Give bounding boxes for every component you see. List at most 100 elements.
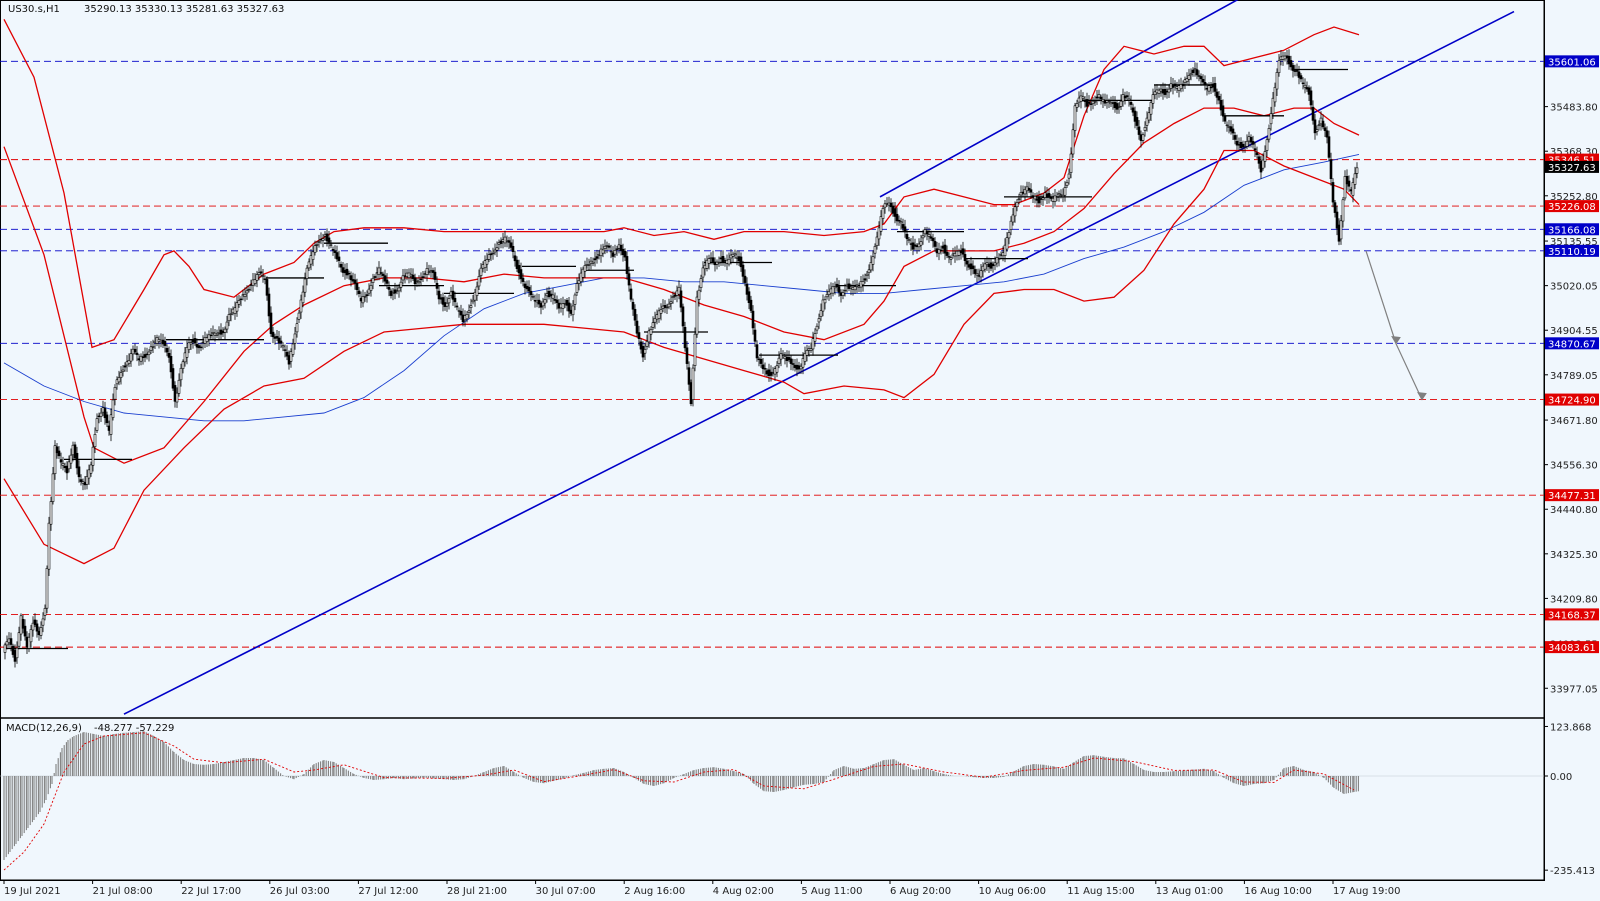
candle-body xyxy=(1137,126,1141,135)
price-tick-label: 34904.55 xyxy=(1550,326,1598,337)
candle-body xyxy=(695,296,699,335)
candle-body xyxy=(417,281,421,284)
time-tick-label: 28 Jul 21:00 xyxy=(447,886,507,897)
candle-body xyxy=(817,318,821,323)
candle-body xyxy=(133,348,137,353)
candle-body xyxy=(815,325,819,331)
candle-body xyxy=(1189,73,1193,76)
candle-body xyxy=(853,286,857,291)
level-label-box xyxy=(1545,337,1599,350)
candle-body xyxy=(651,322,655,328)
candle-body xyxy=(43,608,47,616)
candle-body xyxy=(1113,101,1117,109)
candle-body xyxy=(3,644,7,653)
candle-body xyxy=(1231,128,1235,134)
candle-body xyxy=(1061,195,1065,197)
candle-body xyxy=(749,299,753,311)
candle-body xyxy=(303,278,307,293)
candle-body xyxy=(259,271,263,274)
candle-body xyxy=(453,297,457,303)
candle-body xyxy=(33,619,37,626)
candle-body xyxy=(119,372,123,378)
candle-body xyxy=(355,283,359,290)
candle-body xyxy=(161,339,165,345)
candle-body xyxy=(1029,189,1033,193)
candle-body xyxy=(101,407,105,413)
candle-body xyxy=(601,249,605,254)
candle-body xyxy=(231,308,235,314)
candle-body xyxy=(811,338,815,350)
candle-body xyxy=(1145,117,1149,126)
candle-body xyxy=(747,291,751,304)
candle-body xyxy=(867,269,871,274)
level-label-box xyxy=(1545,244,1599,257)
candle-body xyxy=(459,310,463,316)
candle-body xyxy=(943,244,947,254)
candle-body xyxy=(1207,85,1211,92)
candle-body xyxy=(581,268,585,278)
candle-body xyxy=(1181,83,1185,87)
candle-body xyxy=(865,273,869,276)
chart-frame xyxy=(0,0,1545,881)
candle-body xyxy=(1229,126,1233,132)
candle-body xyxy=(1347,180,1351,187)
candle-body xyxy=(1173,83,1177,87)
candle-body xyxy=(1005,237,1009,250)
candle-body xyxy=(247,288,251,291)
candle-body xyxy=(799,365,803,370)
candle-body xyxy=(789,358,793,364)
candle-body xyxy=(135,352,139,355)
candle-body xyxy=(57,450,61,457)
candle-body xyxy=(379,272,383,274)
candle-body xyxy=(1091,100,1095,104)
candle-body xyxy=(657,310,661,319)
candle-body xyxy=(1205,87,1209,90)
candle-body xyxy=(823,299,827,304)
candle-body xyxy=(893,208,897,217)
candle-body xyxy=(1041,197,1045,200)
candle-body xyxy=(1019,192,1023,196)
candle-body xyxy=(1035,198,1039,201)
candle-body xyxy=(769,371,773,376)
candle-body xyxy=(1003,244,1007,256)
candle-body xyxy=(17,632,21,647)
candle-body xyxy=(1065,182,1069,186)
candle-body xyxy=(305,267,309,279)
candle-body xyxy=(907,239,911,241)
candle-body xyxy=(1067,173,1071,179)
candle-body xyxy=(115,379,119,385)
candle-body xyxy=(919,241,923,246)
candle-body xyxy=(521,277,525,282)
candle-body xyxy=(993,262,997,266)
candle-body xyxy=(1289,60,1293,68)
price-tick-label: 34440.80 xyxy=(1550,505,1598,516)
candle-body xyxy=(863,278,867,281)
candle-body xyxy=(659,309,663,314)
candle-body xyxy=(507,240,511,243)
candle-body xyxy=(1339,220,1343,240)
candle-body xyxy=(611,252,615,257)
candle-body xyxy=(153,340,157,344)
candle-body xyxy=(1225,124,1229,127)
candle-body xyxy=(843,289,847,292)
candle-body xyxy=(687,367,691,385)
candle-body xyxy=(639,341,643,350)
candle-body xyxy=(879,216,883,232)
candle-body xyxy=(1045,193,1049,198)
candle-body xyxy=(875,236,879,246)
candle-body xyxy=(877,227,881,240)
candle-body xyxy=(35,623,39,632)
candle-body xyxy=(1305,87,1309,90)
candle-body xyxy=(1333,202,1337,213)
candle-body xyxy=(1255,152,1259,156)
candle-body xyxy=(275,336,279,339)
candle-body xyxy=(615,248,619,250)
candle-body xyxy=(1269,113,1273,125)
candle-body xyxy=(1149,102,1153,115)
candle-body xyxy=(699,278,703,288)
candle-body xyxy=(487,254,491,260)
time-tick-label: 13 Aug 01:00 xyxy=(1156,886,1223,897)
candle-body xyxy=(361,296,365,304)
